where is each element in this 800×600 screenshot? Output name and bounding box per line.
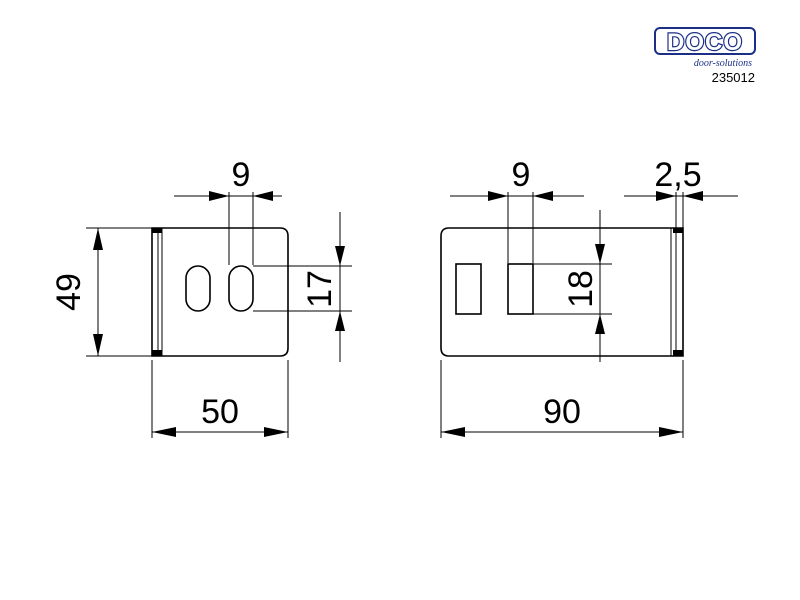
right-width-label: 90	[543, 393, 581, 431]
right-view: 9 2,5 18 90	[440, 156, 738, 438]
article-number: 235012	[712, 70, 755, 85]
right-thickness-label: 2,5	[654, 156, 701, 194]
left-view-oval-hole	[228, 265, 254, 312]
left-hole-height-label: 17	[301, 270, 339, 308]
left-hole-spacing-label: 9	[232, 156, 251, 194]
right-view-corner-tab	[673, 228, 683, 233]
right-slot-spacing-label: 9	[512, 156, 531, 194]
left-height-label: 49	[50, 273, 88, 311]
right-view-corner-tab	[673, 350, 683, 356]
left-width-label: 50	[201, 393, 239, 431]
right-view-rect-slot	[507, 263, 534, 315]
right-view-outline	[440, 227, 684, 357]
left-view-outline	[151, 227, 289, 357]
brand-tagline: door-solutions	[694, 58, 752, 69]
brand-name: DOCO	[667, 29, 743, 56]
left-view: 9 49 17 50	[50, 156, 352, 438]
brand-logo: DOCO	[654, 27, 756, 57]
left-view-corner-tab	[152, 350, 162, 356]
right-view-rect-slot	[455, 263, 482, 315]
right-slot-height-label: 18	[562, 270, 600, 308]
left-view-corner-tab	[152, 228, 162, 233]
left-view-oval-hole	[185, 265, 211, 312]
